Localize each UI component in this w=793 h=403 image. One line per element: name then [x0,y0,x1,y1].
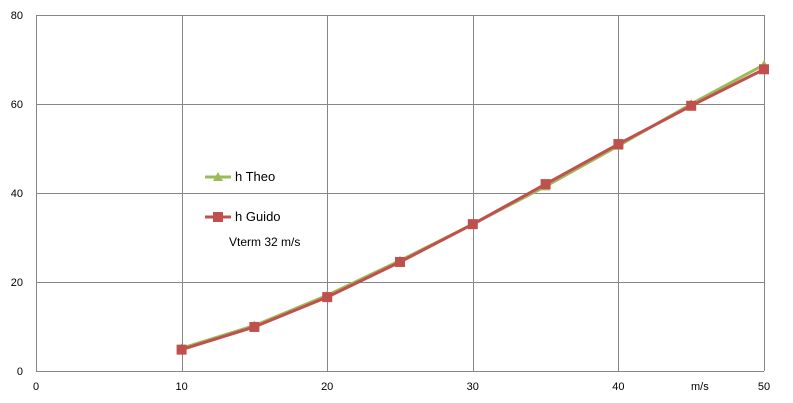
legend-label-h-guido: h Guido [235,209,281,224]
legend: h Theo h Guido [205,169,281,224]
tick-layer: 0 10 20 30 40 50 0 20 40 60 80 [11,10,770,393]
data-point-h-guido [613,139,624,150]
data-point-h-guido [322,292,333,303]
data-point-h-guido [540,179,551,190]
legend-marker-h-theo [213,172,223,181]
series-h-theo [176,59,769,353]
x-tick-label: 0 [33,381,39,393]
data-point-h-guido [686,100,697,111]
x-tick-label: 40 [612,381,624,393]
y-tick-label: 20 [11,277,23,289]
x-axis-unit-label: m/s [691,381,709,393]
data-point-h-guido [249,321,260,332]
data-point-h-guido [395,256,405,267]
y-tick-label: 80 [11,10,23,22]
vterm-annotation: Vterm 32 m/s [229,235,300,249]
legend-item-h-guido: h Guido [205,209,281,224]
legend-label-h-theo: h Theo [235,169,275,184]
series-line-h-theo [181,63,765,350]
y-tick-label: 40 [11,188,23,200]
series-layer [176,59,769,355]
series-h-guido [176,64,769,355]
grid-layer [36,15,765,372]
data-point-h-guido [176,344,187,355]
x-tick-label: 50 [758,381,770,393]
y-tick-label: 0 [17,366,23,378]
data-point-h-guido [759,64,769,75]
x-tick-label: 20 [321,381,333,393]
x-tick-label: 10 [175,381,187,393]
y-tick-label: 60 [11,99,23,111]
x-tick-label: 30 [467,381,479,393]
data-point-h-guido [467,219,478,230]
legend-item-h-theo: h Theo [205,169,275,184]
legend-marker-h-guido [213,212,223,222]
